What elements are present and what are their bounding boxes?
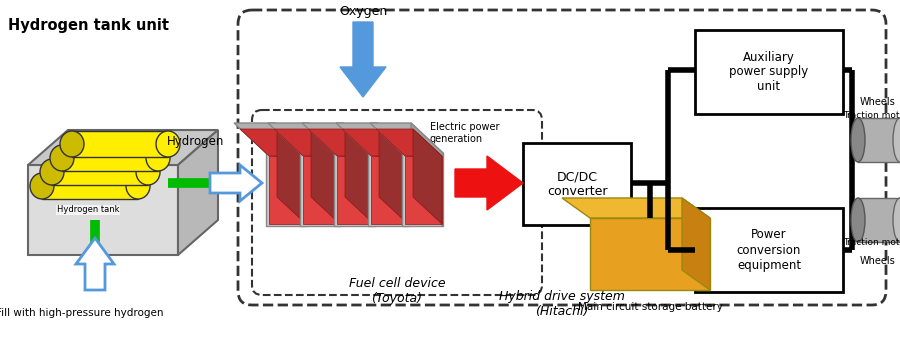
Polygon shape bbox=[340, 22, 386, 97]
Polygon shape bbox=[413, 129, 442, 224]
Ellipse shape bbox=[136, 159, 160, 185]
Polygon shape bbox=[42, 173, 138, 199]
Polygon shape bbox=[72, 131, 168, 157]
Polygon shape bbox=[308, 129, 374, 156]
Ellipse shape bbox=[126, 173, 150, 199]
Polygon shape bbox=[336, 123, 409, 153]
Ellipse shape bbox=[156, 131, 180, 157]
Polygon shape bbox=[266, 153, 307, 226]
Polygon shape bbox=[682, 198, 710, 290]
Text: Hybrid drive system
(Hitachi): Hybrid drive system (Hitachi) bbox=[500, 290, 625, 318]
Polygon shape bbox=[858, 198, 900, 242]
Polygon shape bbox=[311, 129, 340, 224]
Ellipse shape bbox=[30, 173, 54, 199]
Ellipse shape bbox=[50, 145, 74, 171]
Text: Main circuit storage battery: Main circuit storage battery bbox=[578, 302, 723, 312]
Polygon shape bbox=[371, 156, 408, 224]
Text: Fuel cell device
(Toyota): Fuel cell device (Toyota) bbox=[348, 277, 446, 305]
Ellipse shape bbox=[146, 145, 170, 171]
Ellipse shape bbox=[893, 198, 900, 242]
Polygon shape bbox=[342, 129, 408, 156]
Text: Hydrogen: Hydrogen bbox=[167, 135, 225, 148]
Polygon shape bbox=[62, 145, 158, 171]
Polygon shape bbox=[210, 165, 262, 201]
Polygon shape bbox=[370, 123, 443, 153]
Text: Auxiliary
power supply
unit: Auxiliary power supply unit bbox=[729, 51, 808, 93]
Polygon shape bbox=[337, 156, 374, 224]
Text: Wheels: Wheels bbox=[860, 97, 896, 107]
Polygon shape bbox=[455, 156, 523, 210]
Text: Traction motor: Traction motor bbox=[843, 111, 900, 120]
Polygon shape bbox=[28, 130, 218, 165]
Polygon shape bbox=[52, 159, 148, 185]
Polygon shape bbox=[240, 129, 306, 156]
Polygon shape bbox=[274, 129, 340, 156]
Text: Power
conversion
equipment: Power conversion equipment bbox=[737, 228, 801, 272]
Polygon shape bbox=[590, 218, 710, 290]
Ellipse shape bbox=[851, 198, 865, 242]
Text: Oxygen: Oxygen bbox=[339, 5, 387, 18]
Polygon shape bbox=[858, 118, 900, 162]
Text: Electric power
generation: Electric power generation bbox=[430, 122, 500, 144]
Bar bbox=[695, 208, 843, 292]
Polygon shape bbox=[343, 123, 375, 226]
Polygon shape bbox=[268, 123, 341, 153]
Polygon shape bbox=[178, 130, 218, 255]
Polygon shape bbox=[402, 153, 443, 226]
Ellipse shape bbox=[60, 131, 84, 157]
Bar bbox=[523, 143, 631, 225]
Polygon shape bbox=[377, 123, 409, 226]
Text: Hydrogen tank unit: Hydrogen tank unit bbox=[8, 18, 169, 33]
Polygon shape bbox=[405, 156, 442, 224]
Ellipse shape bbox=[893, 118, 900, 162]
Ellipse shape bbox=[851, 118, 865, 162]
Polygon shape bbox=[76, 238, 114, 290]
Polygon shape bbox=[309, 123, 341, 226]
Polygon shape bbox=[234, 123, 307, 153]
Polygon shape bbox=[379, 129, 408, 224]
Polygon shape bbox=[302, 123, 375, 153]
Text: Traction motor: Traction motor bbox=[843, 238, 900, 247]
Polygon shape bbox=[334, 153, 375, 226]
Polygon shape bbox=[562, 198, 710, 218]
Polygon shape bbox=[368, 153, 409, 226]
Text: DC/DC
converter: DC/DC converter bbox=[547, 170, 608, 198]
Polygon shape bbox=[269, 156, 306, 224]
Polygon shape bbox=[345, 129, 374, 224]
Polygon shape bbox=[300, 153, 341, 226]
Bar bbox=[695, 30, 843, 114]
Text: Hydrogen tank: Hydrogen tank bbox=[57, 206, 119, 214]
Polygon shape bbox=[277, 129, 306, 224]
Polygon shape bbox=[275, 123, 307, 226]
Ellipse shape bbox=[40, 159, 64, 185]
Polygon shape bbox=[28, 165, 178, 255]
Polygon shape bbox=[303, 156, 340, 224]
Polygon shape bbox=[376, 129, 442, 156]
Polygon shape bbox=[411, 123, 443, 226]
Text: Fill with high-pressure hydrogen: Fill with high-pressure hydrogen bbox=[0, 308, 164, 318]
Text: Wheels: Wheels bbox=[860, 256, 896, 266]
